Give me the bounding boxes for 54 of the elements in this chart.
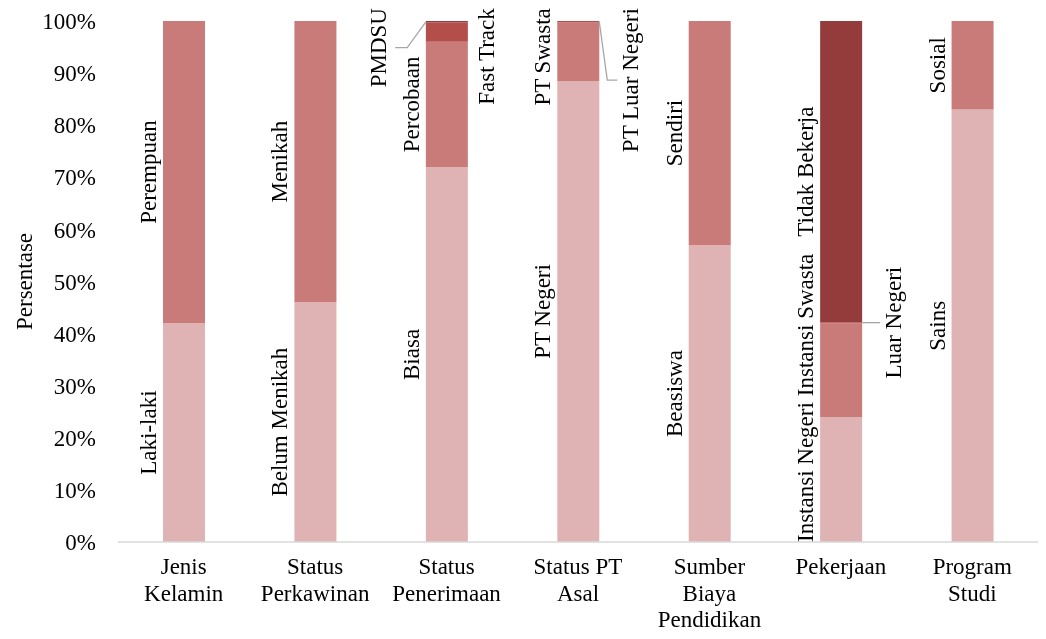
x-tick-label: Status PT Asal — [533, 554, 623, 606]
bar — [688, 245, 731, 542]
bar — [425, 166, 468, 542]
y-tick-label: 90% — [53, 61, 96, 87]
y-tick-label: 0% — [65, 530, 96, 556]
bar — [820, 21, 863, 323]
data-label: PT Luar Negeri — [617, 8, 643, 153]
data-label: PT Negeri — [530, 264, 556, 359]
x-tick-label: Pekerjaan — [795, 554, 887, 579]
y-axis-title: Persentase — [12, 232, 37, 331]
data-label: Percobaan — [398, 55, 424, 153]
data-label: Tidak Bekerja — [793, 106, 819, 237]
data-label: Menikah — [267, 120, 293, 203]
bar — [163, 21, 205, 324]
data-label: Perempuan — [135, 119, 161, 224]
y-tick-label: 100% — [42, 9, 96, 35]
data-label: Belum Menikah — [267, 347, 293, 497]
bar — [951, 109, 994, 542]
bar — [688, 21, 731, 246]
data-label: Biasa — [398, 328, 424, 380]
data-label: Luar Negeri — [880, 266, 906, 379]
bar — [951, 21, 994, 110]
bar — [820, 323, 863, 417]
y-tick-label: 80% — [53, 113, 96, 139]
data-label: Sosial — [924, 37, 950, 94]
data-label: Instansi Swasta — [793, 253, 819, 397]
x-tick-label: Sumber Biaya Pendidikan — [657, 554, 762, 632]
data-label: Sendiri — [661, 99, 687, 167]
data-label: Sains — [924, 300, 950, 351]
data-label: PMDSU — [366, 7, 392, 88]
bar — [557, 80, 600, 542]
data-label: Fast Track — [474, 7, 500, 105]
data-label: Instansi Negeri — [793, 402, 819, 543]
y-tick-label: 20% — [53, 425, 96, 451]
y-tick-label: 30% — [53, 373, 96, 399]
data-label: PT Swasta — [530, 8, 556, 106]
bar — [425, 22, 468, 42]
y-tick-label: 60% — [53, 217, 96, 243]
y-tick-label: 40% — [53, 321, 96, 347]
bar — [163, 323, 205, 542]
x-tick-label: Status Penerimaan — [392, 554, 502, 606]
bar — [425, 41, 468, 167]
x-tick-label: Jenis Kelamin — [144, 554, 224, 606]
bar — [820, 416, 863, 542]
bar — [294, 302, 337, 542]
y-tick-label: 70% — [53, 165, 96, 191]
y-tick-label: 50% — [53, 269, 96, 295]
data-label: Beasiswa — [661, 350, 687, 437]
x-tick-label: Status Perkawinan — [260, 554, 370, 606]
y-tick-label: 10% — [53, 478, 96, 504]
data-label: Laki-laki — [135, 390, 161, 475]
bar — [294, 21, 337, 303]
x-tick-label: Program Studi — [932, 554, 1012, 606]
bar — [557, 22, 600, 81]
